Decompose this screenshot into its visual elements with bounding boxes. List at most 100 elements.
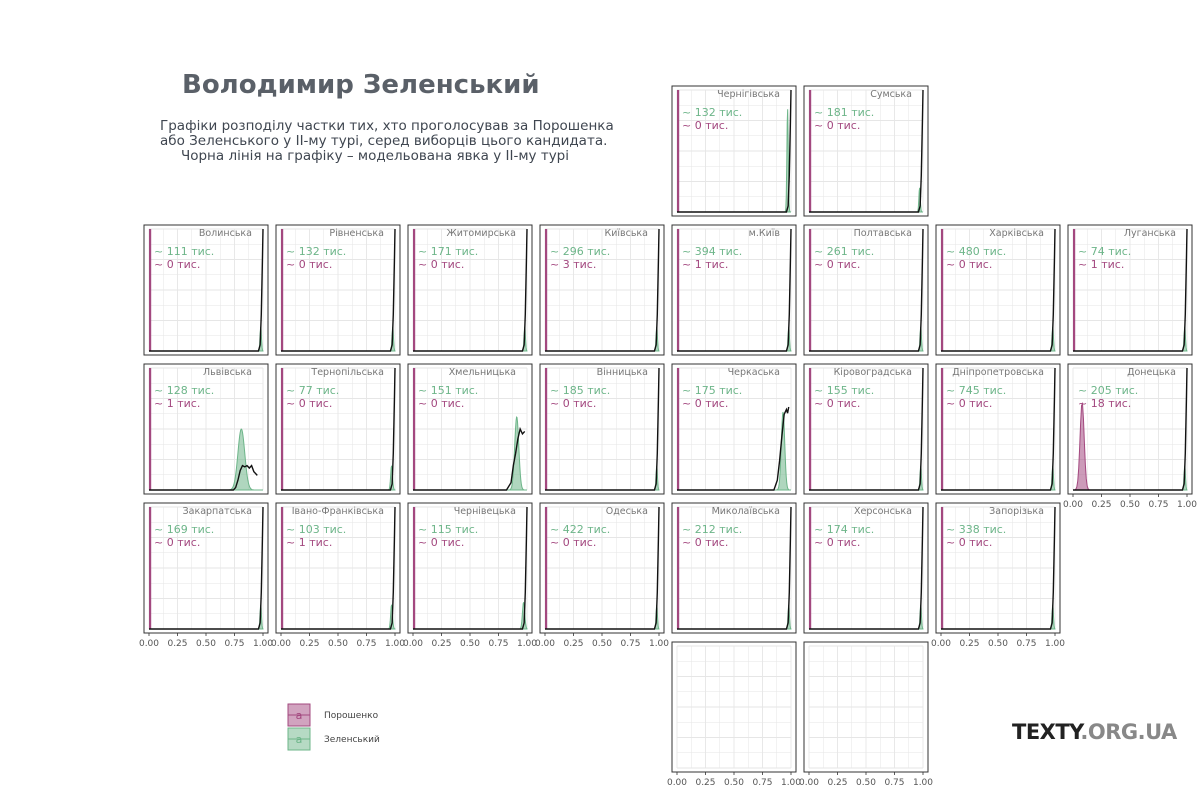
- brand-logo: TEXTY.ORG.UA: [1012, 720, 1177, 744]
- x-tick-label: 1.00: [649, 639, 669, 649]
- x-tick-label: 0.50: [592, 639, 612, 649]
- empty-panel: [803, 641, 929, 773]
- poroshenko-density: [413, 368, 416, 490]
- poroshenko-count: ~ 1 тис.: [1078, 258, 1124, 271]
- region-label: Закарпатська: [183, 506, 252, 517]
- zelensky-count: ~ 171 тис.: [418, 245, 478, 258]
- turnout-line: [281, 367, 396, 491]
- x-tick-label: 0.00: [271, 639, 291, 649]
- turnout-line: [677, 228, 792, 352]
- region-panel: м.Київ ~ 394 тис.~ 1 тис.: [671, 224, 797, 356]
- poroshenko-density: [545, 229, 548, 351]
- region-label: Чернівецька: [454, 506, 516, 517]
- x-tick-label: 0.25: [827, 778, 847, 788]
- turnout-line: [149, 464, 258, 491]
- x-tick-label: 0.50: [1120, 500, 1140, 510]
- brand-suffix: .ORG.UA: [1080, 720, 1177, 744]
- poroshenko-count: ~ 0 тис.: [682, 397, 728, 410]
- region-panel: Чернігівська ~ 132 тис.~ 0 тис.: [671, 85, 797, 217]
- poroshenko-density: [677, 90, 680, 212]
- poroshenko-density: [149, 229, 152, 351]
- x-tick-label: 0.75: [1016, 639, 1036, 649]
- x-tick-label: 1.00: [781, 778, 801, 788]
- legend-label: Порошенко: [324, 711, 379, 721]
- turnout-line: [149, 506, 264, 630]
- poroshenko-density: [941, 229, 944, 351]
- region-panel: Дніпропетровська ~ 745 тис.~ 0 тис.: [935, 363, 1061, 495]
- region-label: Кіровоградська: [834, 367, 912, 378]
- subtitle-line: Графіки розподілу частки тих, хто прогол…: [160, 118, 614, 134]
- region-panel: Луганська ~ 74 тис.~ 1 тис.: [1067, 224, 1193, 356]
- region-label: Чернігівська: [717, 89, 780, 100]
- region-label: Херсонська: [854, 506, 912, 517]
- x-tick-label: 0.75: [620, 639, 640, 649]
- x-tick-label: 0.25: [563, 639, 583, 649]
- region-label: Полтавська: [854, 228, 912, 239]
- zelensky-count: ~ 745 тис.: [946, 384, 1006, 397]
- poroshenko-count: ~ 0 тис.: [946, 536, 992, 549]
- region-label: м.Київ: [749, 228, 781, 239]
- x-tick-label: 0.25: [167, 639, 187, 649]
- x-tick-label: 1.00: [1177, 500, 1197, 510]
- region-label: Житомирська: [446, 228, 516, 239]
- region-panel: Запорізька ~ 338 тис.~ 0 тис.: [935, 502, 1061, 634]
- poroshenko-density: [545, 507, 548, 629]
- x-tick-label: 1.00: [253, 639, 273, 649]
- zelensky-count: ~ 185 тис.: [550, 384, 610, 397]
- x-tick-label: 0.00: [799, 778, 819, 788]
- turnout-line: [281, 506, 396, 630]
- turnout-line: [677, 406, 790, 491]
- x-tick-label: 1.00: [1045, 639, 1065, 649]
- empty-panel: [671, 641, 797, 773]
- turnout-line: [809, 89, 924, 213]
- poroshenko-count: ~ 0 тис.: [418, 258, 464, 271]
- turnout-line: [545, 367, 660, 491]
- region-panel: Рівненська ~ 132 тис.~ 0 тис.: [275, 224, 401, 356]
- turnout-line: [809, 367, 924, 491]
- region-panel: Херсонська ~ 174 тис.~ 0 тис.: [803, 502, 929, 634]
- poroshenko-density: [809, 90, 812, 212]
- x-tick-label: 0.25: [299, 639, 319, 649]
- zelensky-count: ~ 394 тис.: [682, 245, 742, 258]
- turnout-line: [281, 228, 396, 352]
- zelensky-count: ~ 74 тис.: [1078, 245, 1131, 258]
- region-panel: Волинська ~ 111 тис.~ 0 тис.: [143, 224, 269, 356]
- x-tick-label: 1.00: [913, 778, 933, 788]
- region-panel: Харківська ~ 480 тис.~ 0 тис.: [935, 224, 1061, 356]
- region-label: Одеська: [606, 506, 648, 517]
- region-label: Черкаська: [728, 367, 780, 378]
- region-label: Івано-Франківська: [292, 506, 384, 517]
- region-label: Луганська: [1124, 228, 1176, 239]
- zelensky-count: ~ 132 тис.: [286, 245, 346, 258]
- zelensky-count: ~ 480 тис.: [946, 245, 1006, 258]
- poroshenko-count: ~ 0 тис.: [682, 536, 728, 549]
- turnout-line: [1073, 228, 1188, 352]
- zelensky-count: ~ 111 тис.: [154, 245, 214, 258]
- poroshenko-density: [809, 368, 812, 490]
- turnout-line: [941, 506, 1056, 630]
- region-label: Миколаївська: [712, 506, 780, 517]
- subtitle-line: Чорна лінія на графіку – модельована явк…: [180, 148, 570, 164]
- x-tick-label: 0.75: [224, 639, 244, 649]
- x-tick-label: 0.25: [1091, 500, 1111, 510]
- turnout-line: [1073, 367, 1188, 491]
- x-tick-label: 0.75: [356, 639, 376, 649]
- region-panel: Полтавська ~ 261 тис.~ 0 тис.: [803, 224, 929, 356]
- x-tick-label: 0.25: [695, 778, 715, 788]
- poroshenko-count: ~ 0 тис.: [418, 536, 464, 549]
- region-label: Львівська: [203, 367, 252, 378]
- turnout-line: [413, 228, 528, 352]
- turnout-line: [545, 506, 660, 630]
- poroshenko-density: [1073, 229, 1076, 351]
- poroshenko-count: ~ 0 тис.: [286, 258, 332, 271]
- poroshenko-count: ~ 0 тис.: [814, 397, 860, 410]
- region-panel: Сумська ~ 181 тис.~ 0 тис.: [803, 85, 929, 217]
- x-tick-label: 0.75: [1148, 500, 1168, 510]
- poroshenko-density: [941, 507, 944, 629]
- x-tick-label: 0.50: [988, 639, 1008, 649]
- subtitle: Графіки розподілу частки тих, хто прогол…: [160, 118, 614, 164]
- brand-main: TEXTY: [1012, 720, 1081, 744]
- region-label: Рівненська: [329, 228, 384, 239]
- poroshenko-density: [281, 368, 284, 490]
- zelensky-count: ~ 151 тис.: [418, 384, 478, 397]
